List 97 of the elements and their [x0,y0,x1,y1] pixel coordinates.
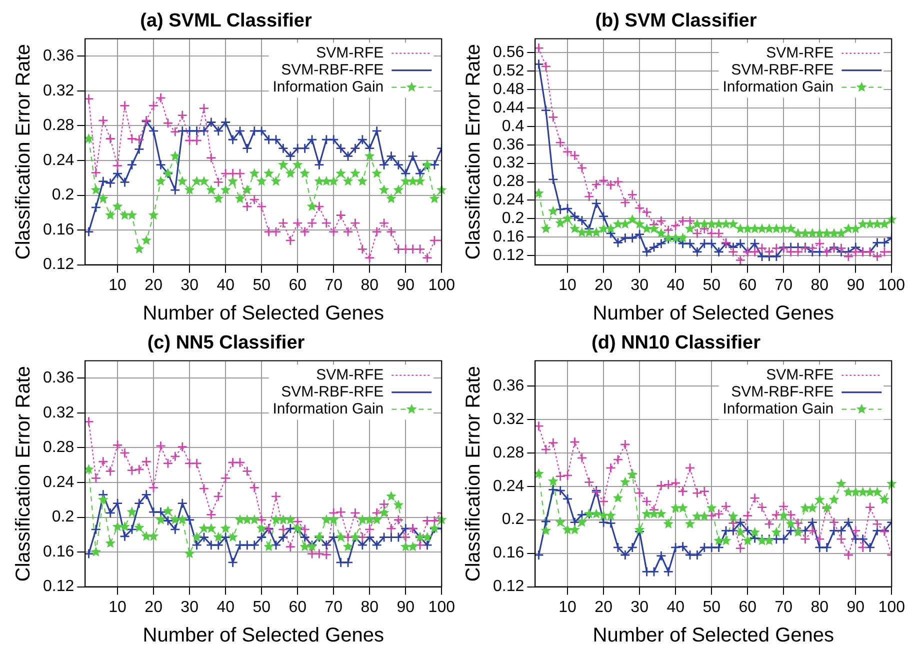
x-tick-label: 20 [144,276,163,294]
x-axis-title: Number of Selected Genes [142,302,384,325]
x-tick-label: 40 [216,598,235,616]
y-tick-label: 0.32 [493,154,524,172]
x-tick-label: 70 [324,598,343,616]
legend-label: SVM-RBF-RFE [731,61,834,78]
x-tick-label: 20 [144,598,163,616]
chart-title: (a) SVML Classifier [140,10,312,32]
legend-label: SVM-RFE [316,366,384,384]
y-tick-label: 0.4 [502,118,524,135]
x-tick-label: 100 [878,598,906,616]
x-axis-title: Number of Selected Genes [592,624,834,647]
y-tick-label: 0.36 [493,377,524,394]
y-tick-label: 0.28 [493,173,524,190]
x-tick-label: 70 [774,276,793,294]
chart-title: (c) NN5 Classifier [147,332,306,354]
x-tick-label: 50 [702,276,721,294]
x-tick-label: 30 [630,276,649,294]
y-tick-label: 0.16 [493,544,524,562]
y-tick-label: 0.32 [43,82,74,100]
legend-label: Information Gain [272,400,384,418]
x-tick-label: 60 [738,598,757,616]
y-tick-label: 0.24 [493,478,524,495]
x-tick-label: 60 [288,276,307,294]
y-axis-title: Classification Error Rate [462,44,485,260]
legend-label: SVM-RBF-RFE [281,61,384,78]
y-tick-label: 0.32 [43,404,74,422]
y-tick-label: 0.32 [493,410,524,428]
x-tick-label: 80 [810,598,829,616]
x-tick-label: 50 [702,598,721,616]
x-tick-label: 50 [252,276,271,294]
y-axis-title: Classification Error Rate [12,44,35,260]
x-tick-label: 10 [558,598,577,616]
x-tick-label: 100 [428,598,456,616]
y-tick-label: 0.44 [493,99,524,116]
x-tick-label: 40 [666,598,685,616]
y-tick-label: 0.16 [493,228,524,246]
y-tick-label: 0.24 [493,192,524,209]
x-tick-label: 90 [396,598,415,616]
x-tick-label: 80 [360,276,379,294]
y-tick-label: 0.12 [493,246,524,264]
legend-label: SVM-RBF-RFE [731,383,834,400]
x-tick-label: 90 [396,276,415,294]
x-tick-label: 20 [594,276,613,294]
x-tick-label: 100 [878,276,906,294]
legend-label: SVM-RFE [766,44,834,62]
x-tick-label: 10 [108,598,127,616]
x-tick-label: 80 [810,276,829,294]
y-tick-label: 0.2 [52,186,74,204]
x-tick-label: 30 [630,598,649,616]
y-tick-label: 0.36 [43,370,74,387]
y-tick-label: 0.28 [43,439,74,456]
y-axis-title: Classification Error Rate [462,366,485,582]
y-tick-label: 0.52 [493,62,524,80]
y-tick-label: 0.28 [43,117,74,134]
y-tick-label: 0.2 [502,210,524,228]
legend-label: Information Gain [722,400,834,418]
y-axis-title: Classification Error Rate [12,366,35,582]
x-tick-label: 90 [846,598,865,616]
x-tick-label: 40 [666,276,685,294]
y-tick-label: 0.48 [493,80,524,98]
x-axis-title: Number of Selected Genes [592,302,834,325]
y-tick-label: 0.12 [43,256,74,274]
chart-title: (b) SVM Classifier [595,10,758,32]
y-tick-label: 0.28 [493,444,524,462]
x-tick-label: 70 [774,598,793,616]
y-tick-label: 0.12 [43,578,74,596]
x-tick-label: 100 [428,276,456,294]
y-tick-label: 0.36 [43,48,74,65]
x-tick-label: 40 [216,276,235,294]
x-tick-label: 20 [594,598,613,616]
x-tick-label: 30 [180,598,199,616]
legend-label: Information Gain [722,78,834,96]
x-tick-label: 60 [738,276,757,294]
y-tick-label: 0.16 [43,543,74,560]
x-tick-label: 90 [846,276,865,294]
y-tick-label: 0.36 [493,136,524,154]
legend-label: Information Gain [272,78,384,96]
legend-label: SVM-RFE [766,366,834,384]
x-tick-label: 50 [252,598,271,616]
y-tick-label: 0.2 [502,511,524,528]
chart-title: (d) NN10 Classifier [592,332,762,354]
y-tick-label: 0.24 [43,474,74,491]
y-tick-label: 0.56 [493,44,524,62]
x-tick-label: 30 [180,276,199,294]
x-tick-label: 70 [324,276,343,294]
x-tick-label: 80 [360,598,379,616]
y-tick-label: 0.24 [43,152,74,169]
y-tick-label: 0.12 [493,578,524,596]
y-tick-label: 0.2 [52,508,74,526]
x-axis-title: Number of Selected Genes [142,624,384,647]
x-tick-label: 10 [558,276,577,294]
legend-label: SVM-RBF-RFE [281,383,384,400]
legend-label: SVM-RFE [316,44,384,62]
x-tick-label: 60 [288,598,307,616]
y-tick-label: 0.16 [43,221,74,238]
x-tick-label: 10 [108,276,127,294]
